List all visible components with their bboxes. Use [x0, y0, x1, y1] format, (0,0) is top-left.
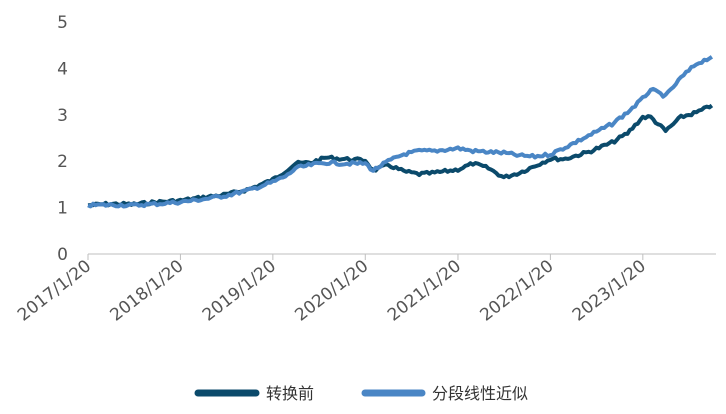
x-tick-label: 2017/1/20: [14, 256, 95, 325]
series-line-2: [87, 55, 714, 209]
x-tick-label: 2022/1/20: [476, 256, 557, 325]
y-tick-label: 2: [57, 152, 68, 172]
y-tick-label: 3: [57, 106, 68, 126]
x-tick-label: 2019/1/20: [199, 256, 280, 325]
x-tick-label: 2020/1/20: [291, 256, 372, 325]
series-lines: [87, 55, 714, 209]
y-tick-label: 1: [57, 199, 68, 219]
y-tick-label: 0: [57, 245, 68, 265]
legend-label-series-1: 转换前: [266, 384, 314, 403]
x-axis-ticks: 2017/1/20 2018/1/20 2019/1/20 2020/1/20 2021…: [14, 254, 650, 326]
x-tick-label: 2021/1/20: [384, 256, 465, 325]
legend: 转换前 分段线性近似: [194, 384, 528, 403]
y-axis-ticks: 0 1 2 3 4 5: [57, 13, 68, 265]
x-tick-label: 2023/1/20: [569, 256, 650, 325]
legend-label-series-2: 分段线性近似: [432, 384, 528, 403]
x-tick-label: 2018/1/20: [107, 256, 188, 325]
y-tick-label: 5: [57, 13, 68, 33]
y-tick-label: 4: [57, 59, 68, 79]
